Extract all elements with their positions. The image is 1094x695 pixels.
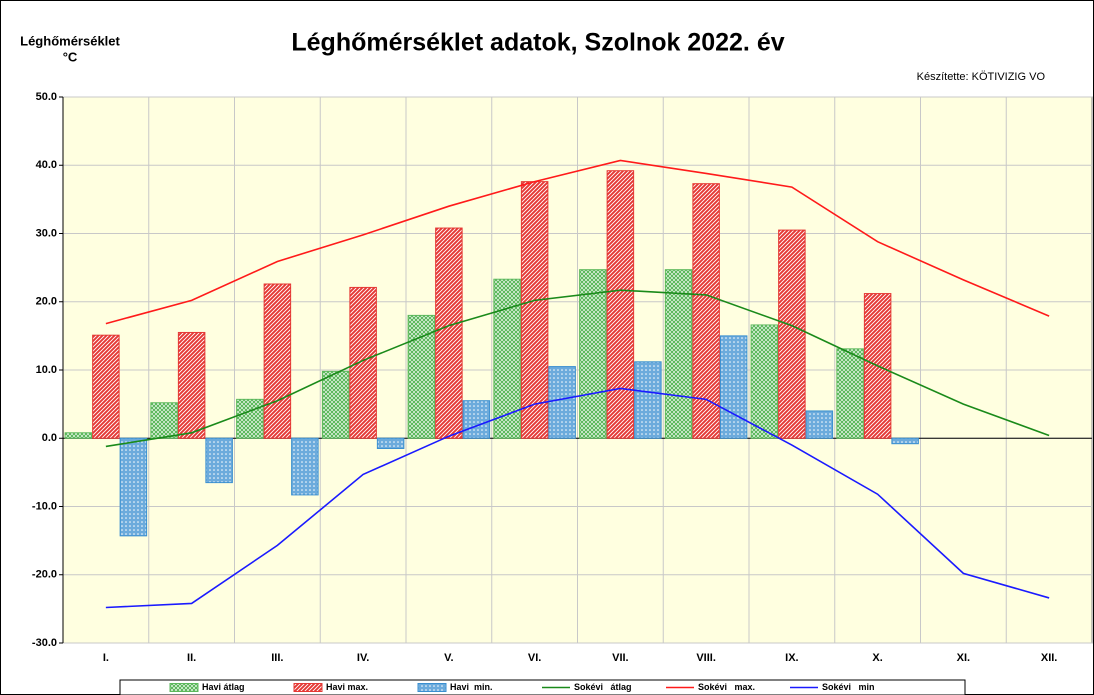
bar [462,400,491,439]
x-tick-label: VI. [528,652,541,664]
x-tick-label: II. [187,652,196,664]
chart-title: Léghőmérséklet adatok, Szolnok 2022. év [291,29,784,57]
legend-label: Sokévi átlag [574,682,632,692]
line [105,387,1050,609]
x-tick-label: V. [444,652,453,664]
bar [778,229,806,439]
y-tick-label: -20.0 [32,569,57,581]
bar [579,269,607,439]
x-tick-label: XII. [1041,652,1058,664]
bar [150,402,178,439]
y-tick-label: 50.0 [36,91,57,103]
x-tick-label: III. [271,652,283,664]
x-tick-label: I. [103,652,109,664]
x-tick-label: VIII. [696,652,716,664]
bar [177,331,206,439]
bar [891,437,919,445]
x-tick-label: X. [872,652,882,664]
bar [548,366,576,439]
y-tick-label: -30.0 [32,637,57,649]
bar [750,324,779,439]
bar [719,335,748,439]
line [105,289,1050,448]
legend-label: Sokévi max. [698,682,755,692]
bar [376,437,405,449]
legend-label: Sokévi min [822,682,875,692]
subtitle: Készítette: KÖTIVIZIG VO [917,71,1046,83]
x-tick-label: XI. [957,652,970,664]
bar [64,432,93,439]
bar [263,283,292,439]
legend-label: Havi max. [326,682,368,692]
bar [692,183,720,439]
bar [520,181,549,439]
bar [119,437,148,537]
bar [291,437,319,496]
bar [205,437,233,484]
bar [634,361,662,439]
bar [836,348,864,439]
bar [236,398,264,439]
legend-swatch [169,683,199,692]
legend-label: Havi min. [450,682,493,692]
bar [321,370,350,439]
y-tick-label: 30.0 [36,227,57,239]
y-axis-label: Léghőmérséklet [20,33,120,48]
y-tick-label: -10.0 [32,500,57,512]
x-tick-label: VII. [612,652,629,664]
x-tick-label: IV. [357,652,369,664]
line [105,159,1050,325]
legend-swatch [293,683,323,692]
bar [664,269,693,439]
bar [435,227,463,439]
bar [606,170,635,439]
legend-swatch [417,683,447,692]
y-tick-label: 10.0 [36,364,57,376]
bar [407,314,436,439]
y-tick-label: 40.0 [36,159,57,171]
y-axis-unit: °C [63,49,78,64]
y-tick-label: 0.0 [42,432,57,444]
bar [92,334,120,439]
bar [805,410,834,439]
y-tick-label: 20.0 [36,296,57,308]
bar [349,286,377,439]
legend-label: Havi átlag [202,682,245,692]
x-tick-label: IX. [785,652,798,664]
